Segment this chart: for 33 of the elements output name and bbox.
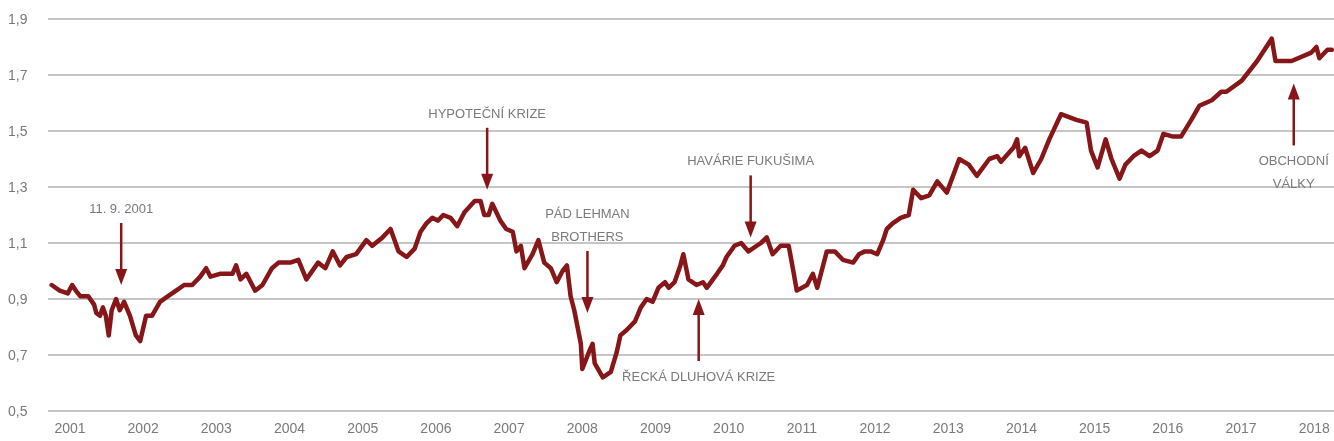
annotation: OBCHODNÍ VÁLKY	[1258, 153, 1330, 192]
x-tick-label: 2003	[200, 420, 233, 436]
x-tick-label: 2012	[859, 420, 891, 436]
x-tick-label: 2007	[493, 420, 525, 436]
x-tick-label: 2004	[273, 420, 306, 436]
y-tick-label: 0,9	[8, 290, 28, 307]
y-tick-label: 1,3	[8, 178, 28, 195]
x-tick-label: 2009	[639, 420, 672, 436]
x-tick-label: 2008	[566, 420, 599, 436]
x-tick-label: 2013	[932, 420, 965, 436]
y-tick-label: 0,7	[8, 346, 28, 363]
annotation: ŘECKÁ DLUHOVÁ KRIZE	[622, 369, 776, 384]
x-tick-label: 2015	[1079, 420, 1111, 436]
y-tick-label: 0,5	[8, 402, 28, 419]
line-series	[49, 36, 1334, 380]
x-tick-label: 2006	[420, 420, 452, 436]
y-tick-label: 1,1	[8, 234, 28, 251]
y-tick-label: 1,7	[8, 66, 28, 83]
x-tick-label: 2011	[786, 420, 818, 436]
x-tick-label: 2014	[1005, 420, 1038, 436]
x-tick-label: 2017	[1225, 420, 1257, 436]
annotation: 11. 9. 2001	[89, 201, 154, 216]
x-tick-label: 2010	[713, 420, 745, 436]
annotation: HAVÁRIE FUKUŠIMA	[687, 153, 815, 169]
y-tick-label: 1,9	[8, 10, 28, 27]
x-tick-label: 2016	[1152, 420, 1184, 436]
x-tick-label: 2002	[127, 420, 159, 436]
y-tick-label: 1,5	[8, 122, 28, 139]
x-tick-label: 2005	[347, 420, 379, 436]
annotation: PÁD LEHMAN BROTHERS	[545, 206, 630, 244]
x-tick-label: 2018	[1298, 420, 1331, 436]
annotation: HYPOTEČNÍ KRIZE	[428, 105, 547, 121]
x-tick-label: 2001	[54, 420, 86, 436]
